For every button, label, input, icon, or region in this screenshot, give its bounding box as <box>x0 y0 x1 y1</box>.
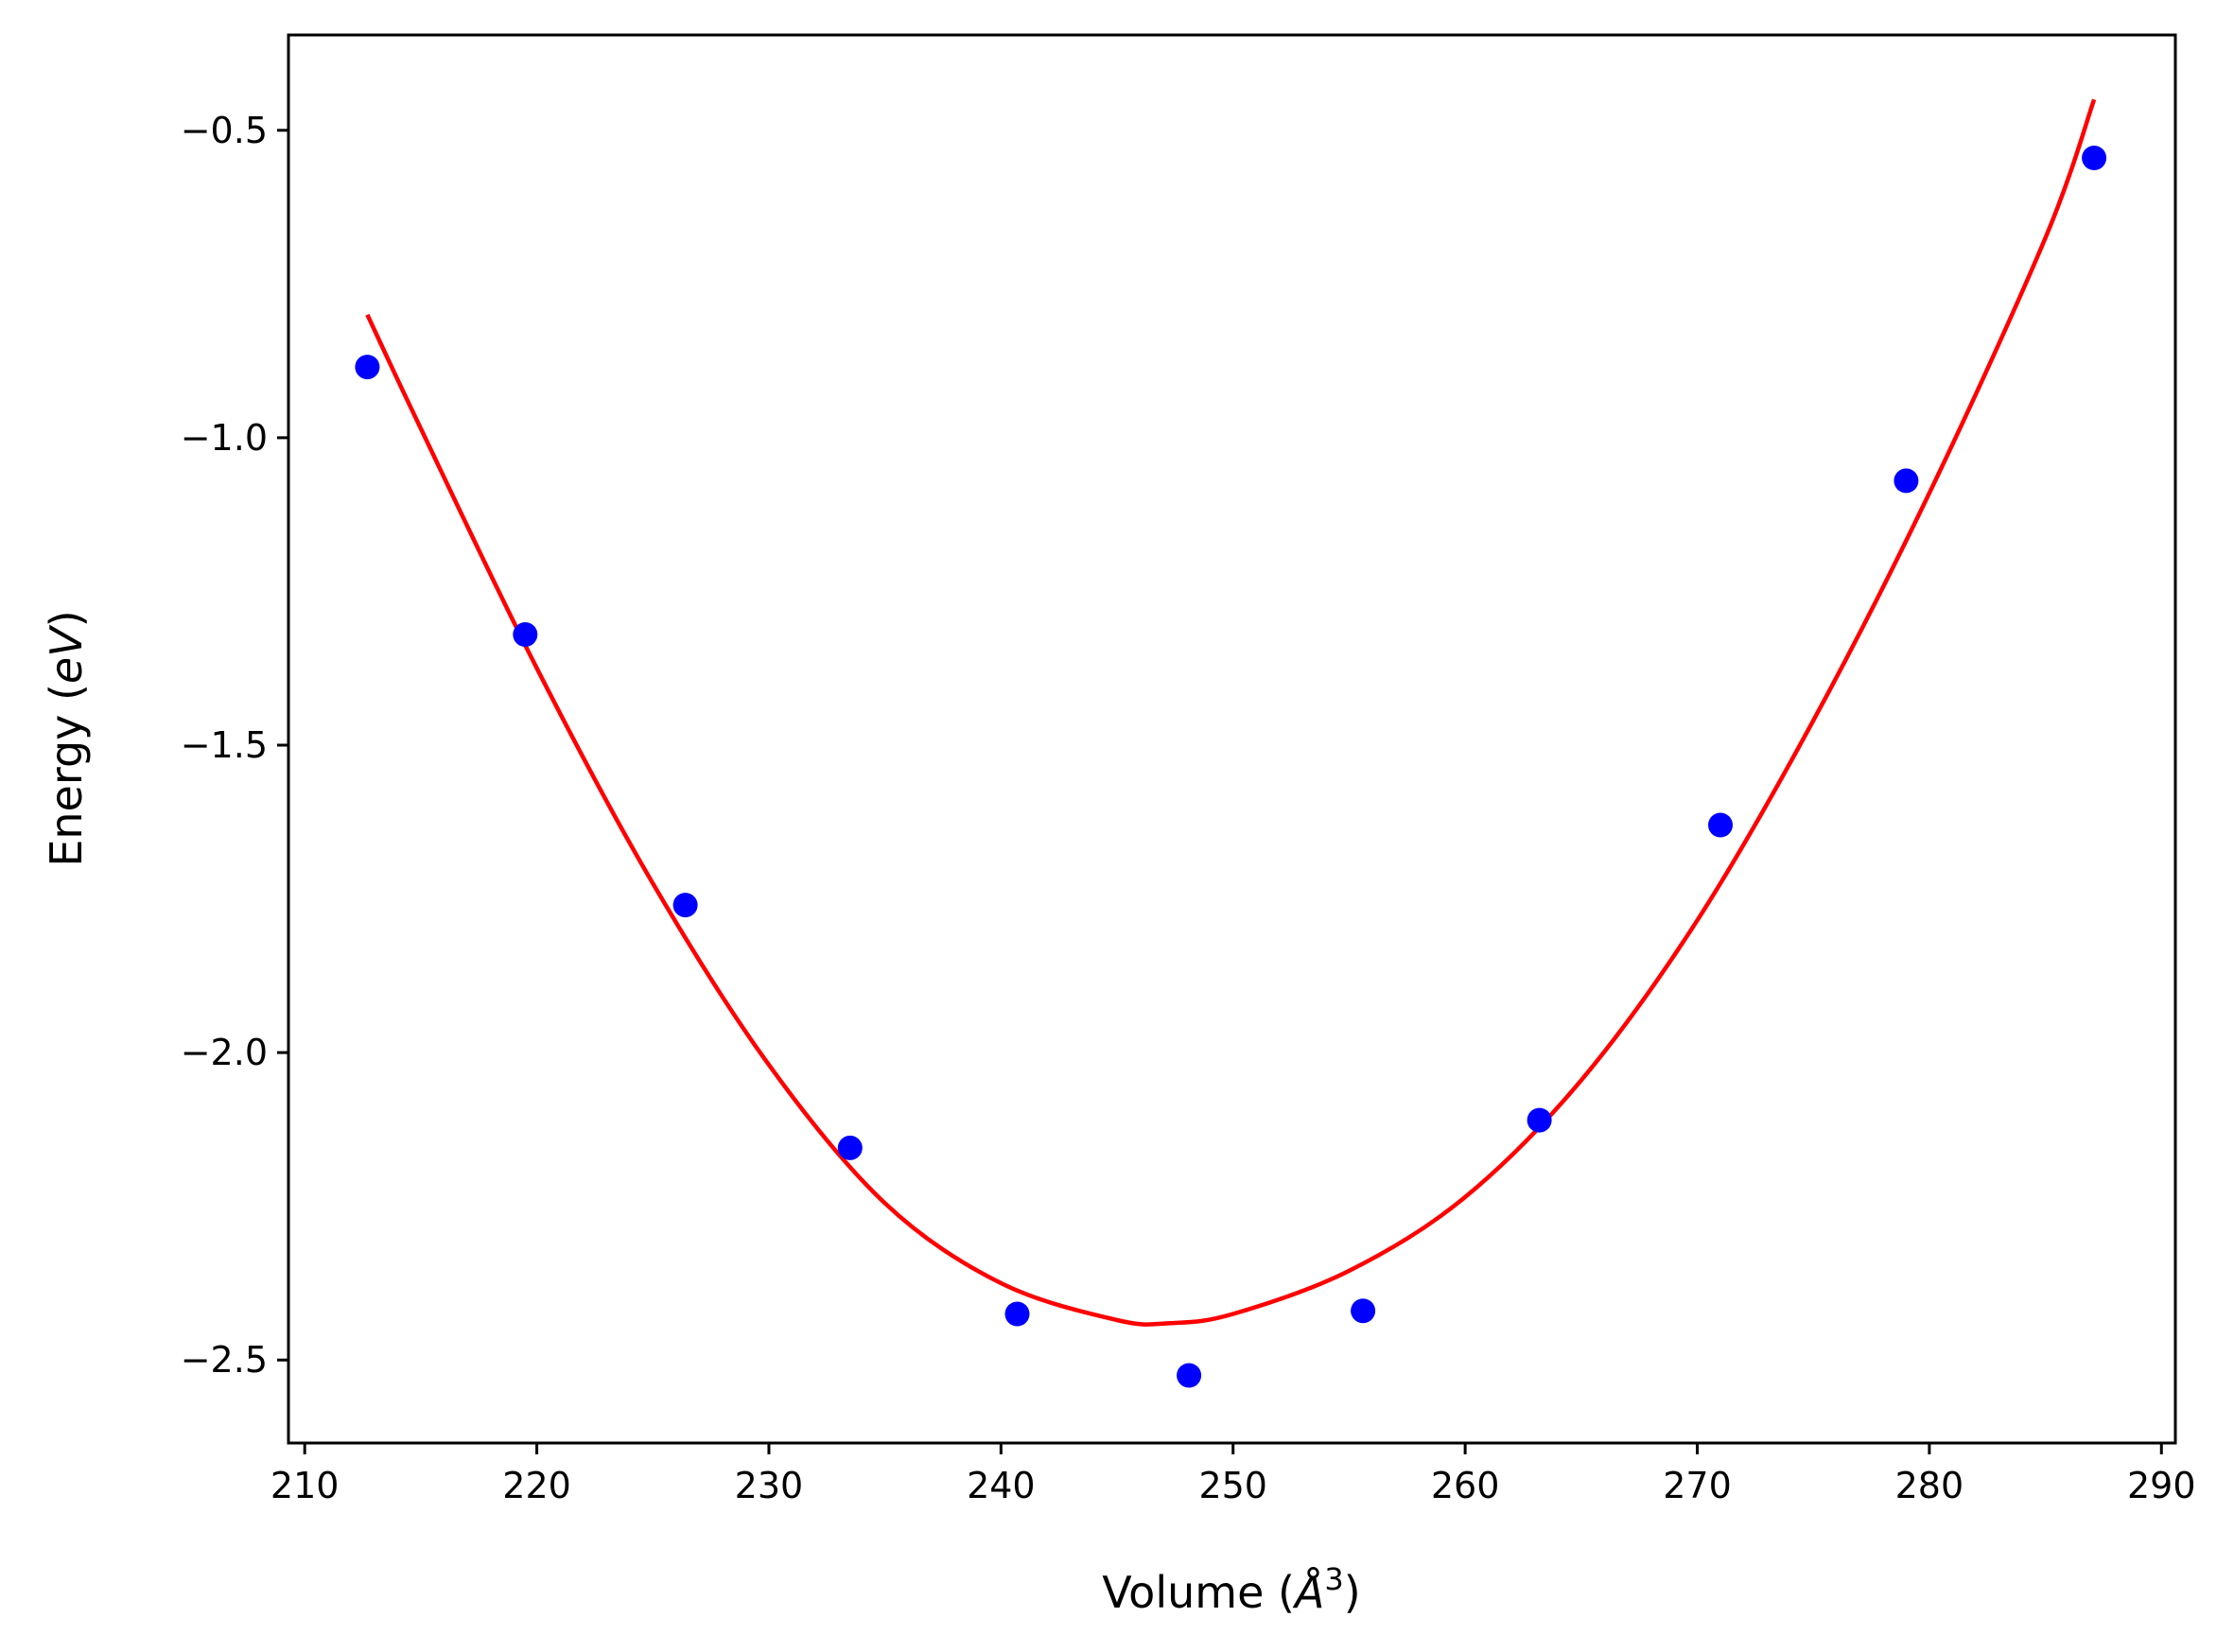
data-point <box>1351 1298 1376 1324</box>
data-point <box>355 355 380 380</box>
y-axis: −0.5 −1.0 −1.5 −2.0 −2.5 <box>181 110 288 1381</box>
data-point <box>1177 1363 1202 1388</box>
y-tick-label: −2.5 <box>181 1339 268 1381</box>
y-tick-label: −2.0 <box>181 1032 268 1073</box>
data-point <box>1527 1107 1552 1133</box>
y-tick-label: −0.5 <box>181 110 268 151</box>
plot-area <box>287 33 2177 1445</box>
x-tick-label: 270 <box>1663 1465 1732 1506</box>
x-axis: 210 220 230 240 250 260 270 280 290 <box>271 1443 2196 1506</box>
data-point <box>672 893 698 918</box>
x-tick-label: 260 <box>1431 1465 1500 1506</box>
x-tick-label: 240 <box>967 1465 1036 1506</box>
x-tick-label: 220 <box>502 1465 571 1506</box>
data-point <box>1004 1301 1030 1327</box>
x-tick-label: 250 <box>1198 1465 1267 1506</box>
x-tick-label: 230 <box>735 1465 804 1506</box>
data-point <box>1894 468 1919 494</box>
data-point <box>837 1135 863 1160</box>
y-tick-label: −1.5 <box>181 724 268 766</box>
fit-curve-layer <box>365 98 2097 1327</box>
data-point <box>513 622 538 647</box>
data-point <box>1708 812 1733 838</box>
x-tick-label: 210 <box>271 1465 340 1506</box>
y-axis-label: Energy (eV) <box>41 610 92 866</box>
y-tick-label: −1.0 <box>181 417 268 459</box>
x-tick-label: 280 <box>1895 1465 1964 1506</box>
data-points-layer <box>355 146 2107 1388</box>
x-tick-label: 290 <box>2127 1465 2196 1506</box>
fit-line <box>365 98 2097 1327</box>
data-point <box>2082 146 2107 170</box>
x-axis-label: Volume (Å3) <box>1102 1561 1360 1618</box>
